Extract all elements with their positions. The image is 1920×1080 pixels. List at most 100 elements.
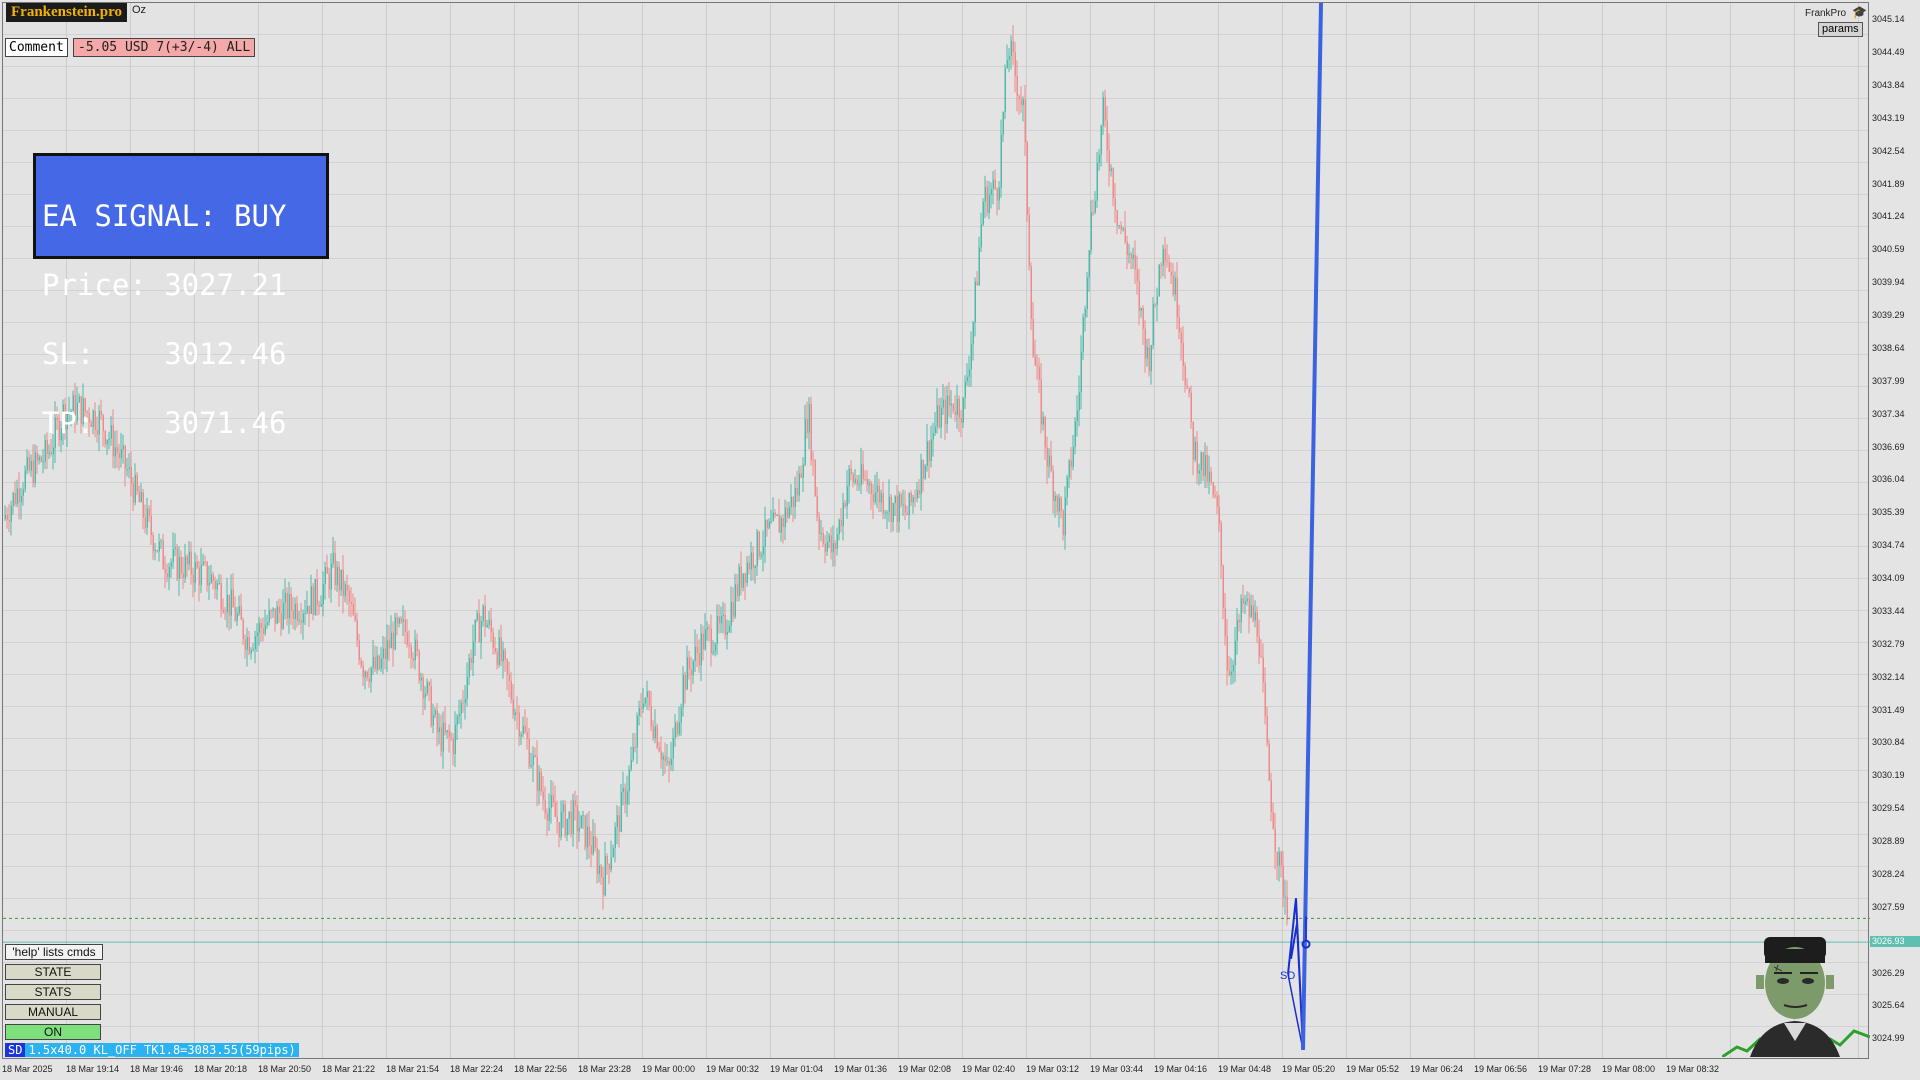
candle-body [912, 497, 914, 503]
candle-body [658, 747, 660, 752]
candle-body [1260, 656, 1262, 658]
candle-body [1080, 351, 1082, 393]
candle-body [460, 702, 462, 714]
candle-body [240, 606, 242, 620]
price-axis-label: 3044.49 [1872, 47, 1905, 58]
candle-body [300, 620, 302, 623]
candle-body [800, 473, 802, 478]
candle-body [540, 772, 542, 792]
candle-body [644, 697, 646, 704]
time-axis-label: 18 Mar 23:28 [578, 1064, 632, 1074]
candle-body [34, 452, 36, 484]
candle-body [998, 187, 1000, 201]
candle-body [308, 605, 310, 614]
candle-body [1026, 142, 1028, 215]
candle-body [10, 505, 12, 522]
symbol-label: Oz [132, 4, 147, 16]
candle-body [232, 589, 234, 608]
candle-body [1114, 198, 1116, 211]
candle-body [516, 712, 518, 714]
candle-body [764, 519, 766, 547]
candle-body [138, 491, 140, 503]
comment-button[interactable]: Comment [5, 38, 68, 57]
candle-body [54, 417, 56, 448]
candle-body [1174, 277, 1176, 295]
candle-body [1002, 111, 1004, 135]
candle-body [1012, 40, 1014, 53]
candle-body [8, 519, 10, 522]
candle-body [632, 746, 634, 760]
price-axis-label: 3037.34 [1872, 408, 1905, 419]
candle-body [506, 659, 508, 675]
candle-body [1222, 565, 1224, 609]
candle-body [438, 727, 440, 733]
candle-body [260, 623, 262, 629]
candle-body [556, 816, 558, 823]
candle-body [148, 508, 150, 516]
candlestick-chart[interactable]: SD [3, 3, 1870, 1060]
candle-body [580, 815, 582, 828]
signal-price: Price: 3027.21 [42, 268, 287, 302]
time-axis-label: 19 Mar 06:56 [1474, 1064, 1528, 1074]
candle-body [126, 469, 128, 471]
candle-body [960, 418, 962, 423]
price-axis-label: 3030.84 [1872, 737, 1905, 748]
candle-body [622, 787, 624, 793]
candle-body [198, 567, 200, 586]
candle-body [558, 822, 560, 838]
candle-body [1100, 125, 1102, 155]
time-axis-label: 19 Mar 00:32 [706, 1064, 760, 1074]
candle-body [654, 726, 656, 739]
signal-take-profit: TP: 3071.46 [42, 406, 287, 440]
candle-body [810, 404, 812, 461]
candle-body [946, 395, 948, 425]
help-command-button[interactable]: 'help' lists cmds [5, 944, 103, 960]
candle-body [1286, 896, 1288, 920]
candle-body [306, 605, 308, 613]
candle-body [688, 657, 690, 670]
on-toggle-button[interactable]: ON [5, 1024, 101, 1040]
candle-body [842, 502, 844, 527]
candle-body [324, 567, 326, 585]
candle-body [474, 619, 476, 642]
candle-body [1134, 254, 1136, 270]
candle-body [1254, 612, 1256, 621]
candle-body [532, 754, 534, 766]
candle-body [786, 507, 788, 518]
manual-button[interactable]: MANUAL [5, 1004, 101, 1020]
candle-body [160, 540, 162, 542]
candle-body [68, 412, 70, 414]
candle-body [510, 681, 512, 700]
candle-body [318, 605, 320, 607]
candle-body [252, 648, 254, 650]
candle-body [140, 492, 142, 503]
candle-body [1108, 150, 1110, 172]
candle-body [856, 479, 858, 486]
candle-body [110, 425, 112, 439]
candle-body [456, 716, 458, 725]
candle-body [744, 573, 746, 583]
candle-body [916, 490, 918, 499]
candle-body [616, 815, 618, 828]
candle-body [76, 402, 78, 421]
price-axis-label: 3031.49 [1872, 704, 1905, 715]
candle-body [528, 738, 530, 767]
candle-body [264, 624, 266, 634]
time-axis-label: 19 Mar 02:08 [898, 1064, 952, 1074]
candle-body [394, 617, 396, 650]
candle-body [640, 707, 642, 709]
candle-body [350, 601, 352, 605]
candle-body [1064, 497, 1066, 536]
params-button[interactable]: params [1818, 22, 1863, 37]
status-bar: SD 1.5x40.0 KL_OFF TK1.8=3083.55(59pips) [5, 1043, 299, 1057]
stats-button[interactable]: STATS [5, 984, 101, 1000]
candle-body [418, 651, 420, 681]
candle-body [980, 224, 982, 248]
candle-body [652, 726, 654, 739]
state-button[interactable]: STATE [5, 964, 101, 980]
candle-body [22, 489, 24, 496]
candle-body [994, 179, 996, 189]
graduation-cap-icon[interactable]: 🎓 [1852, 5, 1867, 19]
candle-body [1070, 460, 1072, 467]
candle-body [686, 657, 688, 690]
